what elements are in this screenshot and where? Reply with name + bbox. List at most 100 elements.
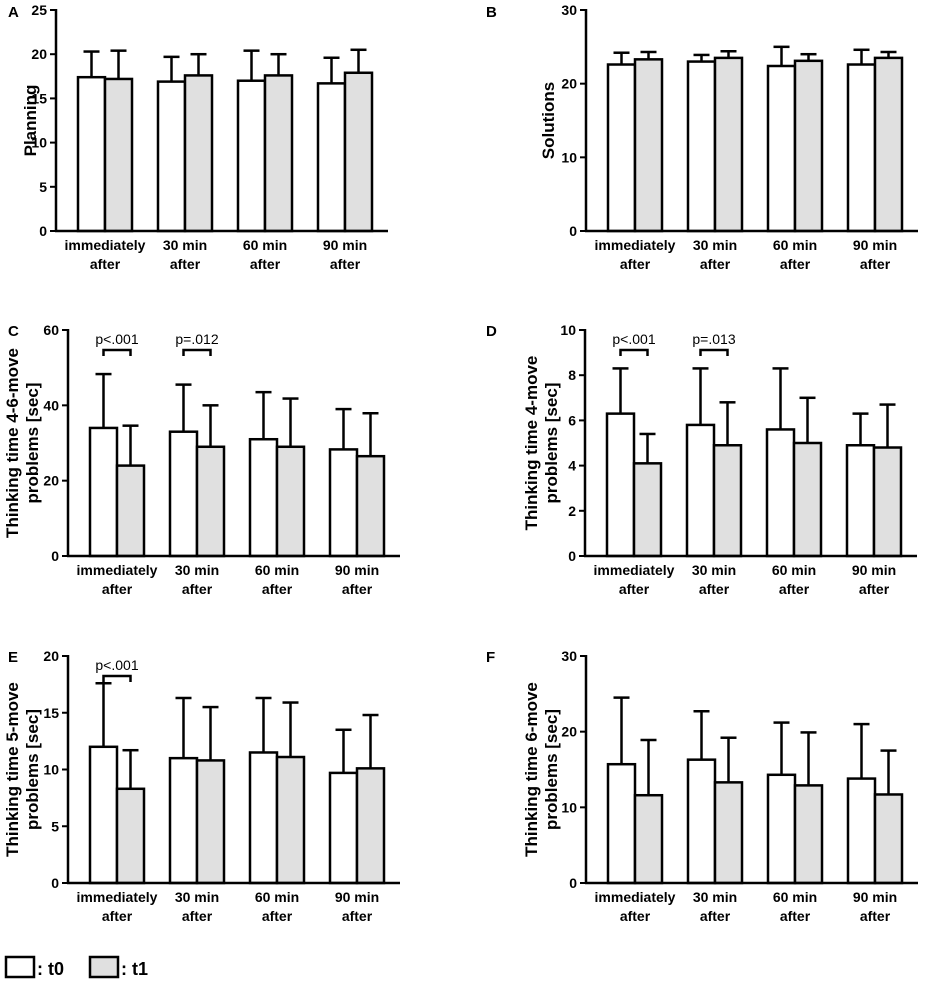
y-tick-label: 0 [568, 548, 576, 564]
y-tick-label: 0 [51, 548, 59, 564]
y-tick-label: 5 [51, 818, 59, 834]
x-tick-label: after [182, 908, 213, 924]
y-axis-label: Thinking time 5-move [3, 682, 22, 857]
bar-t1 [873, 793, 904, 885]
bar-t1 [633, 793, 664, 885]
x-tick-label: after [102, 908, 133, 924]
bar-t0 [846, 777, 877, 885]
y-tick-label: 8 [568, 367, 576, 383]
x-tick-label: after [619, 581, 650, 597]
bar-t0 [328, 448, 359, 558]
panel-letter: C [8, 323, 19, 340]
x-tick-label: after [780, 256, 811, 272]
significance-bracket [102, 674, 132, 682]
bar-t0 [168, 756, 199, 885]
bar-t1 [195, 759, 226, 885]
bar-t1 [115, 787, 146, 885]
y-tick-label: 10 [561, 149, 577, 165]
bar-t0 [248, 437, 279, 558]
x-tick-label: after [859, 581, 890, 597]
y-tick-label: 15 [43, 705, 59, 721]
bar-t1 [632, 462, 663, 558]
y-tick-label: 20 [561, 76, 577, 92]
y-tick-label: 10 [43, 762, 59, 778]
bar-t1 [195, 445, 226, 558]
legend: : t0 : t1 [4, 955, 148, 979]
x-tick-label: 90 min [335, 562, 379, 578]
y-tick-label: 4 [568, 458, 576, 474]
x-tick-label: after [620, 256, 651, 272]
x-tick-label: 60 min [773, 237, 817, 253]
y-tick-label: 10 [561, 799, 577, 815]
x-tick-label: 90 min [335, 889, 379, 905]
y-axis-label: Solutions [539, 82, 558, 159]
y-tick-label: 60 [43, 322, 59, 338]
bar-t0 [328, 771, 359, 885]
bar-t0 [606, 63, 637, 233]
y-axis-label: Thinking time 4-6-move [3, 348, 22, 538]
bar-t0 [845, 444, 876, 558]
y-tick-label: 0 [569, 875, 577, 891]
panel-letter: A [8, 4, 19, 21]
x-tick-label: after [342, 908, 373, 924]
x-tick-label: 90 min [852, 562, 896, 578]
bar-t0 [236, 79, 267, 233]
x-tick-label: 90 min [853, 237, 897, 253]
y-tick-label: 20 [43, 648, 59, 664]
bar-t0 [88, 426, 119, 558]
x-tick-label: after [182, 581, 213, 597]
bar-t1 [713, 56, 744, 233]
x-tick-label: after [330, 256, 361, 272]
x-tick-label: 30 min [175, 562, 219, 578]
significance-label: p=.013 [692, 331, 735, 347]
significance-bracket [699, 348, 729, 356]
y-tick-label: 10 [31, 135, 47, 151]
x-tick-label: after [102, 581, 133, 597]
bar-t0 [76, 75, 107, 233]
x-tick-label: 60 min [772, 562, 816, 578]
bar-t0 [765, 428, 796, 558]
bar-t1 [713, 781, 744, 885]
y-axis-label: problems [sec] [23, 709, 42, 830]
bar-t0 [605, 412, 636, 558]
bar-t1 [355, 454, 386, 558]
x-tick-label: 90 min [853, 889, 897, 905]
x-tick-label: 30 min [693, 889, 737, 905]
bar-t0 [686, 758, 717, 885]
y-tick-label: 20 [561, 724, 577, 740]
bar-t1 [712, 444, 743, 558]
x-tick-label: 30 min [163, 237, 207, 253]
significance-label: p=.012 [175, 331, 218, 347]
bar-t1 [793, 59, 824, 233]
y-tick-label: 20 [31, 46, 47, 62]
significance-bracket [182, 348, 212, 356]
bar-t0 [766, 64, 797, 233]
y-axis-label: Planning [21, 85, 40, 157]
panel-d: D Thinking time 4-move problems [sec] 0 2 4 6 8… [486, 322, 917, 597]
y-axis-label: Thinking time 4-move [522, 356, 541, 531]
x-tick-label: 30 min [692, 562, 736, 578]
x-tick-label: after [699, 581, 730, 597]
y-tick-label: 25 [31, 2, 47, 18]
bar-t0 [766, 773, 797, 885]
x-tick-label: after [620, 908, 651, 924]
legend-label-t1: : t1 [121, 959, 148, 979]
y-tick-label: 0 [51, 875, 59, 891]
y-axis-label: problems [sec] [542, 383, 561, 504]
bar-t0 [685, 423, 716, 558]
x-tick-label: immediately [77, 562, 158, 578]
x-tick-label: after [860, 256, 891, 272]
panel-letter: B [486, 4, 497, 21]
y-axis-label: Thinking time 6-move [522, 682, 541, 857]
panel-b: B Solutions 0 10 20 30 immediately after 30 min a… [486, 2, 918, 272]
significance-label: p<.001 [95, 657, 138, 673]
significance-label: p<.001 [95, 331, 138, 347]
bar-t1 [873, 56, 904, 233]
y-tick-label: 30 [561, 648, 577, 664]
panel-f: F Thinking time 6-move problems [sec] 0 10 20… [486, 648, 918, 924]
significance-bracket [102, 348, 132, 356]
x-tick-label: 30 min [175, 889, 219, 905]
panel-letter: F [486, 649, 495, 666]
legend-swatch-t1 [88, 955, 120, 979]
